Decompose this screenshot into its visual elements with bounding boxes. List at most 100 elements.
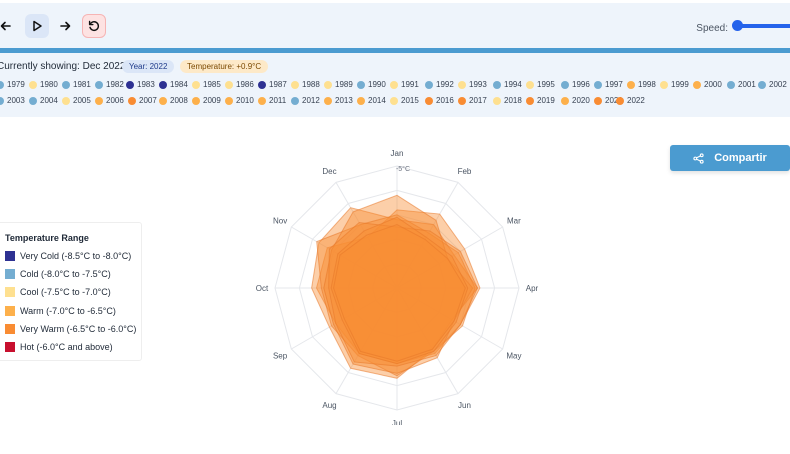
arrow-right-icon xyxy=(60,21,71,31)
year-label: 2016 xyxy=(436,96,454,105)
year-item[interactable]: 1983 xyxy=(126,80,155,89)
year-dot xyxy=(526,96,534,105)
year-item[interactable]: 2001 xyxy=(727,80,756,89)
next-button[interactable] xyxy=(53,14,77,38)
year-label: 2008 xyxy=(170,96,188,105)
year-item[interactable]: 1979 xyxy=(0,80,25,89)
speed-slider-thumb[interactable] xyxy=(732,20,743,31)
temperature-legend: Temperature Range Very Cold (-8.5°C to -… xyxy=(0,222,142,361)
rotate-ccw-icon xyxy=(88,20,100,32)
year-item[interactable]: 1987 xyxy=(258,80,287,89)
year-label: 2013 xyxy=(335,96,353,105)
year-dot xyxy=(0,96,4,105)
year-item[interactable]: 1988 xyxy=(291,80,320,89)
year-item[interactable]: 1986 xyxy=(225,80,254,89)
reset-button[interactable] xyxy=(82,14,106,38)
series-polygon xyxy=(330,216,469,365)
year-label: 1995 xyxy=(537,80,555,89)
year-label: 1997 xyxy=(605,80,623,89)
year-dot xyxy=(693,80,701,89)
year-item[interactable]: 2017 xyxy=(458,96,487,105)
year-item[interactable]: 2022 xyxy=(616,96,645,105)
legend-swatch xyxy=(5,324,15,334)
month-label: Mar xyxy=(507,217,521,226)
year-item[interactable]: 2006 xyxy=(95,96,124,105)
year-item[interactable]: 2018 xyxy=(493,96,522,105)
year-label: 2002 xyxy=(769,80,787,89)
previous-button[interactable] xyxy=(0,14,18,38)
year-item[interactable]: 1998 xyxy=(627,80,656,89)
year-item[interactable]: 1997 xyxy=(594,80,623,89)
year-item[interactable]: 2020 xyxy=(561,96,590,105)
year-item[interactable]: 2004 xyxy=(29,96,58,105)
year-item[interactable]: 2015 xyxy=(390,96,419,105)
year-dot xyxy=(0,80,4,89)
year-label: 1989 xyxy=(335,80,353,89)
year-label: 1988 xyxy=(302,80,320,89)
grid-spoke xyxy=(291,226,398,289)
year-dot xyxy=(425,80,433,89)
year-dot xyxy=(291,96,299,105)
legend-label: Cold (-8.0°C to -7.5°C) xyxy=(20,269,111,279)
year-item[interactable]: 2007 xyxy=(128,96,157,105)
play-button[interactable] xyxy=(25,14,49,38)
year-item[interactable]: 2009 xyxy=(192,96,221,105)
year-item[interactable]: 1984 xyxy=(159,80,188,89)
year-item[interactable]: 2010 xyxy=(225,96,254,105)
legend-label: Cool (-7.5°C to -7.0°C) xyxy=(20,287,111,297)
year-dot xyxy=(95,80,103,89)
speed-slider-track[interactable] xyxy=(736,24,790,28)
year-item[interactable]: 1990 xyxy=(357,80,386,89)
year-label: 1991 xyxy=(401,80,419,89)
year-item[interactable]: 1980 xyxy=(29,80,58,89)
year-item[interactable]: 1995 xyxy=(526,80,555,89)
year-item[interactable]: 2021 xyxy=(594,96,623,105)
year-dot xyxy=(29,80,37,89)
legend-label: Very Warm (-6.5°C to -6.0°C) xyxy=(20,324,137,334)
month-label: May xyxy=(506,352,521,361)
month-label: Jan xyxy=(391,150,404,158)
year-item[interactable]: 1993 xyxy=(458,80,487,89)
year-label: 2014 xyxy=(368,96,386,105)
arrow-left-icon xyxy=(0,21,11,31)
year-label: 2019 xyxy=(537,96,555,105)
year-item[interactable]: 2012 xyxy=(291,96,320,105)
month-label: Nov xyxy=(273,217,287,226)
year-label: 2003 xyxy=(7,96,25,105)
year-item[interactable]: 2003 xyxy=(0,96,25,105)
year-item[interactable]: 2000 xyxy=(693,80,722,89)
year-dot xyxy=(390,96,398,105)
year-item[interactable]: 2016 xyxy=(425,96,454,105)
year-dot xyxy=(458,96,466,105)
year-dot xyxy=(493,80,501,89)
year-item[interactable]: 1996 xyxy=(561,80,590,89)
year-label: 1983 xyxy=(137,80,155,89)
year-item[interactable]: 2002 xyxy=(758,80,787,89)
year-badge: Year: 2022 xyxy=(122,60,175,73)
month-label: Aug xyxy=(322,401,336,410)
year-dot xyxy=(192,96,200,105)
year-item[interactable]: 1981 xyxy=(62,80,91,89)
year-dot xyxy=(425,96,433,105)
year-dot xyxy=(192,80,200,89)
year-item[interactable]: 1982 xyxy=(95,80,124,89)
year-item[interactable]: 2008 xyxy=(159,96,188,105)
share-button[interactable]: Compartir xyxy=(670,145,790,171)
year-item[interactable]: 1994 xyxy=(493,80,522,89)
legend-item: Warm (-7.0°C to -6.5°C) xyxy=(5,306,116,316)
year-dot xyxy=(62,96,70,105)
year-item[interactable]: 2013 xyxy=(324,96,353,105)
year-item[interactable]: 1989 xyxy=(324,80,353,89)
year-item[interactable]: 1985 xyxy=(192,80,221,89)
year-item[interactable]: 2019 xyxy=(526,96,555,105)
year-item[interactable]: 2011 xyxy=(258,96,286,105)
year-item[interactable]: 2005 xyxy=(62,96,91,105)
year-item[interactable]: 2014 xyxy=(357,96,386,105)
year-item[interactable]: 1999 xyxy=(660,80,689,89)
year-dot xyxy=(357,96,365,105)
grid-spoke xyxy=(396,226,503,289)
month-label: Jun xyxy=(458,401,471,410)
year-item[interactable]: 1991 xyxy=(390,80,419,89)
year-item[interactable]: 1992 xyxy=(425,80,454,89)
year-label: 1980 xyxy=(40,80,58,89)
